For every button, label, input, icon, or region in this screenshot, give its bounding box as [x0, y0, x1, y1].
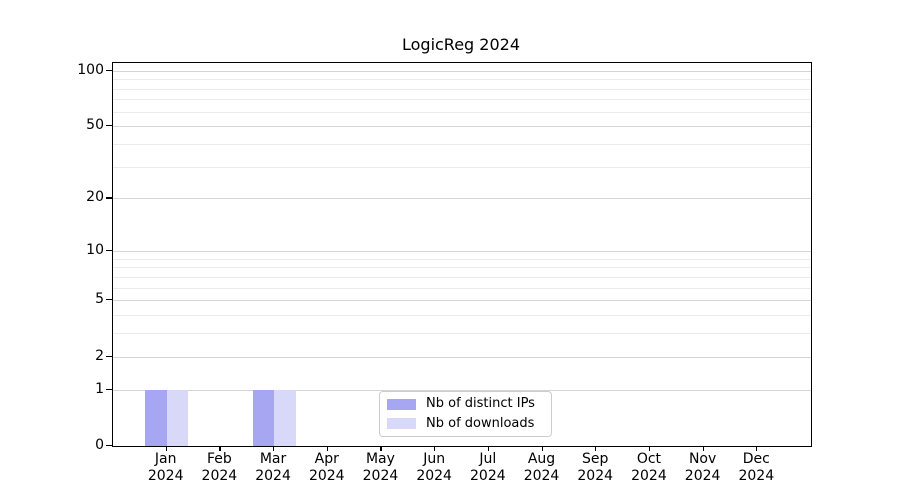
gridline-major: [113, 126, 811, 128]
legend-label-downloads: Nb of downloads: [426, 415, 535, 431]
x-tick-mark: [434, 446, 436, 451]
gridline-minor: [113, 166, 811, 168]
gridline-minor: [113, 287, 811, 289]
gridline-minor: [113, 111, 811, 113]
x-tick-month: Apr: [314, 451, 339, 467]
x-tick-mark: [326, 446, 328, 451]
x-tick-year: 2024: [201, 468, 238, 484]
x-tick-month: May: [365, 451, 395, 467]
gridline-major: [113, 250, 811, 252]
x-tick-mark: [648, 446, 651, 451]
x-tick-month: Jan: [154, 451, 177, 467]
x-tick-label: Sep 2024: [565, 451, 625, 485]
x-tick-year: 2024: [416, 468, 452, 484]
x-tick-year: 2024: [362, 468, 399, 484]
x-tick-label: Apr 2024: [297, 451, 357, 485]
x-tick-month: Nov: [688, 451, 717, 467]
gridline-major: [113, 389, 811, 391]
bar-distinct-ips-jan: [145, 389, 167, 446]
x-tick-year: 2024: [523, 468, 560, 484]
y-tick-label: 2: [95, 347, 104, 364]
x-tick-month: Oct: [636, 451, 662, 467]
x-tick-label: Aug 2024: [512, 451, 572, 485]
bar-downloads-mar: [274, 389, 296, 446]
bar-distinct-ips-mar: [252, 389, 275, 446]
x-tick-month: Feb: [206, 451, 232, 467]
x-tick-year: 2024: [470, 468, 506, 484]
gridline-minor: [113, 333, 811, 335]
y-tick-mark: [106, 197, 112, 199]
gridline-minor: [113, 79, 811, 81]
x-tick-label: Jun 2024: [404, 451, 464, 485]
x-tick-label: Mar 2024: [243, 451, 303, 485]
gridline-minor: [113, 267, 811, 269]
x-tick-mark: [702, 446, 704, 451]
y-tick-label: 0: [95, 437, 104, 453]
x-tick-label: Nov 2024: [673, 451, 733, 485]
x-tick-mark: [595, 446, 597, 451]
x-tick-year: 2024: [255, 468, 291, 484]
x-tick-label: Feb 2024: [189, 451, 249, 485]
plot-area: [112, 62, 812, 447]
legend-swatch-downloads-icon: [387, 418, 416, 430]
x-tick-month: Aug: [527, 451, 556, 467]
gridline-major: [113, 356, 811, 358]
x-tick-month: Dec: [742, 451, 770, 467]
y-tick-mark: [106, 125, 112, 127]
y-tick-label: 100: [77, 61, 104, 78]
gridline-major: [113, 198, 811, 200]
legend-swatch-distinct-ips-icon: [387, 398, 416, 410]
x-tick-month: Jun: [423, 451, 446, 467]
y-tick-label: 20: [86, 189, 104, 206]
y-tick-mark: [106, 445, 112, 447]
gridline-major: [113, 300, 811, 302]
y-tick-mark: [106, 299, 112, 301]
gridline-minor: [113, 143, 811, 145]
x-tick-mark: [541, 446, 543, 451]
x-tick-year: 2024: [577, 468, 614, 484]
chart-title: LogicReg 2024: [401, 35, 521, 54]
y-tick-label: 10: [86, 241, 104, 258]
gridline-minor: [113, 315, 811, 317]
x-tick-month: Jul: [479, 451, 497, 467]
gridline-minor: [113, 88, 811, 90]
x-tick-mark: [380, 446, 382, 451]
legend-label-distinct-ips: Nb of distinct IPs: [426, 396, 535, 412]
x-tick-label: Dec 2024: [726, 451, 786, 485]
x-tick-label: May 2024: [350, 451, 410, 485]
x-tick-year: 2024: [684, 468, 721, 484]
x-tick-month: Mar: [259, 451, 287, 467]
gridline-minor: [113, 258, 811, 260]
legend-item-downloads: Nb of downloads: [387, 416, 543, 433]
x-tick-mark: [165, 446, 167, 451]
x-tick-mark: [487, 446, 490, 451]
y-tick-mark: [106, 249, 112, 252]
bar-downloads-jan: [166, 389, 189, 446]
x-tick-label: Oct 2024: [619, 451, 679, 485]
gridline-major: [113, 70, 811, 72]
y-tick-label: 1: [95, 380, 104, 397]
x-tick-label: Jan 2024: [136, 451, 196, 485]
y-tick-label: 50: [86, 117, 104, 134]
x-tick-year: 2024: [147, 468, 184, 484]
legend: Nb of distinct IPs Nb of downloads: [379, 391, 552, 437]
x-tick-month: Sep: [582, 451, 609, 467]
x-tick-mark: [273, 446, 275, 451]
y-tick-mark: [106, 69, 112, 71]
x-tick-year: 2024: [308, 468, 345, 484]
gridline-minor: [113, 99, 811, 101]
legend-item-distinct-ips: Nb of distinct IPs: [387, 396, 543, 413]
x-tick-mark: [756, 446, 758, 451]
gridline-minor: [113, 276, 811, 278]
y-tick-mark: [106, 355, 112, 357]
x-tick-label: Jul 2024: [458, 451, 518, 485]
y-tick-mark: [106, 388, 112, 390]
x-tick-year: 2024: [738, 468, 775, 484]
y-tick-label: 5: [95, 291, 104, 308]
x-tick-mark: [219, 446, 221, 451]
x-tick-year: 2024: [631, 468, 667, 484]
